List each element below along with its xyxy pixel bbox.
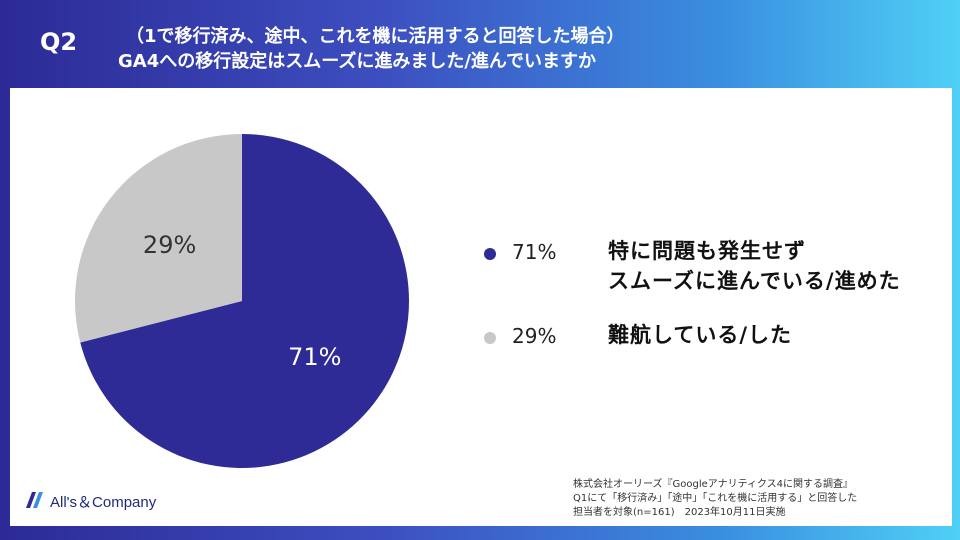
question-title: （1で移行済み、途中、これを機に活用すると回答した場合） GA4への移行設定はス… xyxy=(118,24,625,74)
legend-pct-1: 71% xyxy=(512,240,557,264)
pie-slice-1 xyxy=(80,134,410,468)
footnote-line3: 担当者を対象(n=161) 2023年10月11日実施 xyxy=(573,507,786,518)
legend-text-2: 難航している/した xyxy=(608,323,793,347)
legend-text-1-line1: 特に問題も発生せず xyxy=(608,239,806,263)
slide-header: Q2 （1で移行済み、途中、これを機に活用すると回答した場合） GA4への移行設… xyxy=(0,0,960,88)
company-name: All's＆Company xyxy=(50,494,157,511)
legend-dot-2 xyxy=(484,332,496,344)
footnote-line2: Q1にて「移行済み」「途中」「これを機に活用する」と回答した xyxy=(573,493,858,504)
survey-footnote: 株式会社オーリーズ『Googleアナリティクス4に関する調査』 Q1にて「移行済… xyxy=(573,478,857,520)
legend-pct-2: 29% xyxy=(512,324,557,348)
pie-slice-label-2: 29% xyxy=(142,230,197,259)
content-panel: 71% 29% 71% 特に問題も発生せず スムーズに進んでいる/進めた 29% … xyxy=(10,88,952,526)
footnote-line1: 株式会社オーリーズ『Googleアナリティクス4に関する調査』 xyxy=(573,479,854,490)
logo-mark-icon xyxy=(26,492,43,508)
legend-text-1-line2: スムーズに進んでいる/進めた xyxy=(608,269,901,293)
question-title-line1: （1で移行済み、途中、これを機に活用すると回答した場合） xyxy=(126,26,625,47)
question-title-line2: GA4への移行設定はスムーズに進みました/進んでいますか xyxy=(118,51,597,72)
legend-text-1: 特に問題も発生せず スムーズに進んでいる/進めた xyxy=(608,236,901,296)
legend-dot-1 xyxy=(484,248,496,260)
question-number: Q2 xyxy=(40,28,78,56)
pie-slice-label-1: 71% xyxy=(288,343,342,372)
pie-chart xyxy=(74,134,410,468)
pie-slice-2 xyxy=(74,134,242,343)
